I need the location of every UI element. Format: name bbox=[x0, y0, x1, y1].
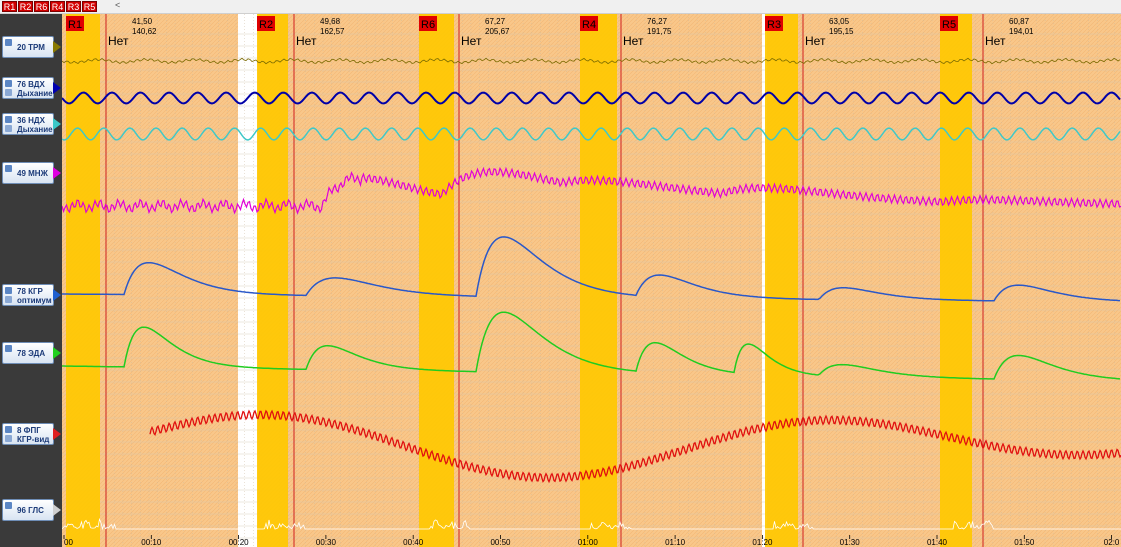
channel-label-2[interactable]: 36 НДХ Дыхание bbox=[2, 113, 54, 135]
value-top: 63,05 bbox=[829, 17, 850, 26]
time-tick: 00 bbox=[64, 538, 73, 547]
tab-r1[interactable]: R1 bbox=[2, 1, 17, 12]
stimulus-label: R3 bbox=[767, 19, 781, 31]
time-tick: 01:50 bbox=[1014, 538, 1035, 547]
tab-r3[interactable]: R3 bbox=[66, 1, 81, 12]
channel-arrow-icon bbox=[53, 118, 61, 130]
time-tick: 00:20 bbox=[229, 538, 250, 547]
channel-sidebar: 20 ТРМ 76 ВДХ Дыхание 36 НДХ Дыхание 49 МНЖ 78… bbox=[0, 14, 62, 547]
answer-label: Нет bbox=[623, 34, 644, 48]
channel-name: 78 ЭДА bbox=[17, 349, 45, 358]
value-top: 49,68 bbox=[320, 17, 341, 26]
marker-tab-bar: R1 R2 R6 R4 R3 R5 < bbox=[0, 0, 1121, 14]
channel-name: 78 КГР bbox=[17, 287, 43, 296]
time-tick: 02:0 bbox=[1104, 538, 1120, 547]
channel-label-7[interactable]: 96 ГЛС bbox=[2, 499, 54, 521]
channel-name: 76 ВДХ bbox=[17, 80, 45, 89]
scroll-left-icon[interactable]: < bbox=[115, 0, 120, 10]
channel-arrow-icon bbox=[53, 347, 61, 359]
answer-label: Нет bbox=[985, 34, 1006, 48]
channel-mode-icon[interactable] bbox=[5, 296, 12, 303]
channel-label-5[interactable]: 78 ЭДА bbox=[2, 342, 54, 364]
channel-label-4[interactable]: 78 КГР оптимум bbox=[2, 284, 54, 306]
stimulus-label: R1 bbox=[68, 19, 82, 31]
stimulus-label: R2 bbox=[259, 19, 273, 31]
channel-settings-icon[interactable] bbox=[5, 80, 12, 87]
value-bottom: 195,15 bbox=[829, 27, 854, 36]
time-tick: 01:00 bbox=[578, 538, 599, 547]
channel-arrow-icon bbox=[53, 289, 61, 301]
channel-sub: Дыхание bbox=[17, 89, 53, 98]
channel-settings-icon[interactable] bbox=[5, 165, 12, 172]
tab-r5[interactable]: R5 bbox=[82, 1, 97, 12]
time-tick: 00:10 bbox=[141, 538, 162, 547]
channel-name: 49 МНЖ bbox=[17, 169, 48, 178]
channel-settings-icon[interactable] bbox=[5, 502, 12, 509]
time-tick: 01:30 bbox=[840, 538, 861, 547]
time-tick: 01:10 bbox=[665, 538, 686, 547]
value-top: 67,27 bbox=[485, 17, 506, 26]
stimulus-label: R6 bbox=[421, 19, 435, 31]
polygraph-chart[interactable]: R1Нет41,50140,62R2Нет49,68162,57R6Нет67,… bbox=[62, 14, 1121, 547]
channel-arrow-icon bbox=[53, 41, 61, 53]
value-bottom: 191,75 bbox=[647, 27, 672, 36]
stimulus-label: R4 bbox=[582, 19, 596, 31]
answer-label: Нет bbox=[805, 34, 826, 48]
channel-label-3[interactable]: 49 МНЖ bbox=[2, 162, 54, 184]
channel-arrow-icon bbox=[53, 82, 61, 94]
channel-name: 36 НДХ bbox=[17, 116, 45, 125]
channel-sub: оптимум bbox=[17, 296, 52, 305]
channel-sub: КГР-вид bbox=[17, 435, 49, 444]
channel-label-0[interactable]: 20 ТРМ bbox=[2, 36, 54, 58]
value-bottom: 140,62 bbox=[132, 27, 157, 36]
time-tick: 01:40 bbox=[927, 538, 948, 547]
value-top: 60,87 bbox=[1009, 17, 1030, 26]
channel-mode-icon[interactable] bbox=[5, 435, 12, 442]
value-bottom: 194,01 bbox=[1009, 27, 1034, 36]
channel-arrow-icon bbox=[53, 167, 61, 179]
channel-name: 8 ФПГ bbox=[17, 426, 41, 435]
channel-settings-icon[interactable] bbox=[5, 345, 12, 352]
value-top: 41,50 bbox=[132, 17, 153, 26]
channel-settings-icon[interactable] bbox=[5, 116, 12, 123]
channel-arrow-icon bbox=[53, 504, 61, 516]
channel-arrow-icon bbox=[53, 428, 61, 440]
channel-settings-icon[interactable] bbox=[5, 39, 12, 46]
answer-label: Нет bbox=[461, 34, 482, 48]
value-top: 76,27 bbox=[647, 17, 668, 26]
tab-r6[interactable]: R6 bbox=[34, 1, 49, 12]
tab-r2[interactable]: R2 bbox=[18, 1, 33, 12]
channel-mode-icon[interactable] bbox=[5, 89, 12, 96]
channel-settings-icon[interactable] bbox=[5, 426, 12, 433]
time-tick: 00:50 bbox=[490, 538, 511, 547]
stimulus-label: R5 bbox=[942, 19, 956, 31]
channel-mode-icon[interactable] bbox=[5, 125, 12, 132]
channel-name: 96 ГЛС bbox=[17, 506, 44, 515]
channel-sub: Дыхание bbox=[17, 125, 53, 134]
channel-label-6[interactable]: 8 ФПГ КГР-вид bbox=[2, 423, 54, 445]
value-bottom: 205,67 bbox=[485, 27, 510, 36]
time-tick: 00:30 bbox=[316, 538, 337, 547]
answer-label: Нет bbox=[296, 34, 317, 48]
time-tick: 00:40 bbox=[403, 538, 424, 547]
value-bottom: 162,57 bbox=[320, 27, 345, 36]
channel-label-1[interactable]: 76 ВДХ Дыхание bbox=[2, 77, 54, 99]
time-tick: 01:20 bbox=[752, 538, 773, 547]
channel-name: 20 ТРМ bbox=[17, 43, 45, 52]
channel-settings-icon[interactable] bbox=[5, 287, 12, 294]
tab-r4[interactable]: R4 bbox=[50, 1, 65, 12]
answer-label: Нет bbox=[108, 34, 129, 48]
